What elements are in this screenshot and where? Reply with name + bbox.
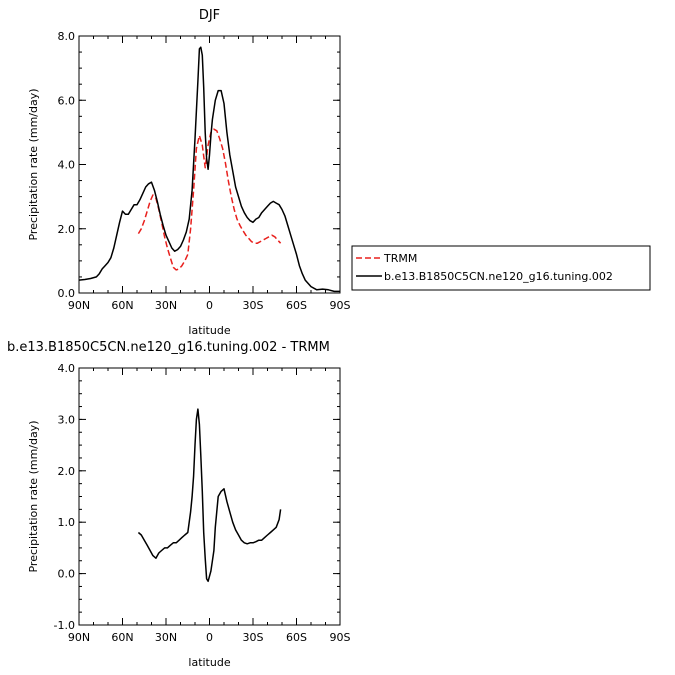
x-tick-label: 90S — [330, 299, 351, 312]
x-tick-label: 90S — [330, 631, 351, 644]
x-tick-label: 90N — [68, 631, 90, 644]
x-tick-label: 0 — [206, 631, 213, 644]
plot-frame — [78, 367, 341, 626]
x-tick-label: 30N — [155, 299, 177, 312]
x-tick-label: 90N — [68, 299, 90, 312]
legend-box — [351, 245, 651, 291]
y-tick-label: 0.0 — [58, 568, 76, 581]
top-chart: DJF 90N 60N 30N 0 30S 60S 90S 0.0 2.0 4.0 6.0 8.0 lat… — [27, 8, 351, 337]
y-tick-label: 0.0 — [58, 287, 76, 300]
y-tick-label: 2.0 — [58, 465, 76, 478]
x-tick-label: 60S — [286, 631, 307, 644]
bottom-chart: b.e13.B1850C5CN.ne120_g16.tuning.002 - T… — [7, 340, 351, 669]
y-tick-label: 3.0 — [58, 413, 76, 426]
x-tick-label: 60N — [111, 299, 133, 312]
y-tick-label: 8.0 — [58, 30, 76, 43]
x-tick-label: 0 — [206, 299, 213, 312]
y-tick-label: 6.0 — [58, 94, 76, 107]
series-line-0 — [137, 408, 282, 583]
y-tick-label: 1.0 — [58, 516, 76, 529]
legend: TRMM b.e13.B1850C5CN.ne120_g16.tuning.002 — [351, 245, 651, 291]
legend-label: b.e13.B1850C5CN.ne120_g16.tuning.002 — [384, 270, 613, 283]
series-line-0 — [137, 128, 282, 271]
y-tick-label: 4.0 — [58, 362, 76, 375]
chart-title: b.e13.B1850C5CN.ne120_g16.tuning.002 - T… — [7, 340, 330, 355]
x-tick-label: 60N — [111, 631, 133, 644]
x-axis-label: latitude — [188, 656, 230, 669]
y-tick-label: 4.0 — [58, 159, 76, 172]
x-tick-label: 60S — [286, 299, 307, 312]
series-line-1 — [78, 46, 340, 293]
y-axis-label: Precipitation rate (mm/day) — [27, 420, 40, 572]
chart-title: DJF — [199, 8, 220, 23]
x-axis-label: latitude — [188, 324, 230, 337]
x-tick-label: 30S — [243, 631, 264, 644]
x-tick-label: 30N — [155, 631, 177, 644]
legend-label: TRMM — [383, 252, 417, 265]
y-axis-label: Precipitation rate (mm/day) — [27, 88, 40, 240]
y-tick-label: 2.0 — [58, 223, 76, 236]
x-tick-label: 30S — [243, 299, 264, 312]
y-tick-label: -1.0 — [54, 619, 75, 632]
plot-frame — [78, 35, 341, 294]
